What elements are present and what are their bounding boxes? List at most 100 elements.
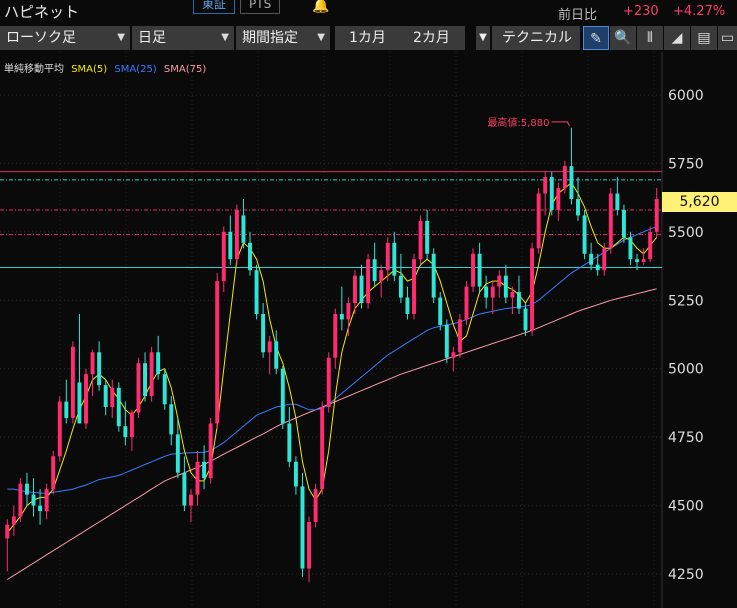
- candle-body: [5, 524, 10, 539]
- toolbar: ローソク足 ▼ 日足 ▼ 期間指定 ▼ 1カ月 2カ月 ▼ テクニカル ✎ 🔍 ⫴ ◢…: [0, 24, 737, 52]
- candle-body: [457, 319, 462, 353]
- candle-body: [221, 231, 226, 282]
- period-select[interactable]: 日足 ▼: [132, 26, 234, 50]
- sma25-line: [7, 225, 657, 494]
- change-label: 前日比: [558, 8, 598, 23]
- candle-body: [24, 483, 29, 495]
- candle-body: [123, 426, 128, 438]
- candle-body: [267, 341, 272, 353]
- candle-body: [241, 215, 246, 243]
- area-chart-icon[interactable]: ◢: [664, 26, 690, 50]
- zoom-icon[interactable]: 🔍: [610, 26, 636, 50]
- candle-body: [215, 281, 220, 424]
- candle-body: [261, 313, 266, 353]
- candle-body: [202, 461, 207, 479]
- candle-body: [628, 237, 633, 260]
- candle-body: [149, 352, 154, 397]
- candle-body: [497, 275, 502, 287]
- candle-body: [359, 275, 364, 304]
- candle-body: [503, 275, 508, 298]
- ma-legend: 単純移動平均 SMA(5) SMA(25) SMA(75): [4, 60, 210, 75]
- candle-body: [228, 231, 233, 260]
- legend-label: 単純移動平均: [4, 64, 64, 75]
- candle-body: [484, 286, 489, 298]
- chevron-down-icon: ▼: [221, 32, 229, 43]
- range-label: 期間指定: [242, 30, 298, 46]
- volume-icon[interactable]: ⫴: [637, 26, 663, 50]
- period-label: 日足: [138, 30, 166, 46]
- stock-title: ハピネット: [4, 3, 80, 21]
- last-price-badge: 5,620: [662, 192, 737, 212]
- candle-body: [543, 177, 548, 194]
- range-1m-button[interactable]: 1カ月: [335, 26, 401, 50]
- candle-body: [576, 199, 580, 216]
- market-tab-tse[interactable]: 東証: [193, 0, 236, 14]
- candle-body: [398, 275, 403, 298]
- candle-body: [326, 357, 331, 408]
- candle-body: [418, 220, 423, 260]
- change-value: +230: [623, 4, 659, 19]
- market-tab-pts[interactable]: PTS: [240, 0, 281, 14]
- y-tick-label: 5250: [668, 293, 704, 309]
- candle-body: [438, 297, 443, 325]
- bell-icon[interactable]: 🔔: [312, 0, 330, 14]
- candle-body: [431, 253, 436, 298]
- candle-body: [621, 209, 626, 238]
- candle-body: [64, 401, 69, 418]
- candle-body: [490, 286, 495, 298]
- folder-icon[interactable]: ▭: [718, 26, 737, 50]
- candle-body: [464, 286, 469, 320]
- y-tick-label: 6000: [668, 88, 704, 104]
- candle-body: [300, 486, 305, 569]
- candle-body: [641, 259, 646, 262]
- save-icon[interactable]: ▤: [691, 26, 717, 50]
- candlestick-chart[interactable]: 6000 5750 5500 5250 5000 4750 4500 4250 最高値:5,88…: [0, 52, 737, 608]
- candle-body: [195, 461, 200, 495]
- candle-body: [477, 253, 482, 287]
- candle-body: [471, 253, 476, 287]
- legend-sma5: SMA(5): [71, 64, 108, 75]
- candle-body: [320, 407, 325, 490]
- candle-body: [385, 242, 390, 271]
- candle-body: [280, 368, 285, 424]
- candle-body: [274, 341, 279, 369]
- chevron-down-icon: ▼: [117, 32, 125, 43]
- candle-body: [156, 352, 161, 375]
- candle-body: [346, 303, 351, 320]
- candle-body: [615, 193, 620, 210]
- high-annotation: 最高値:5,880: [487, 116, 549, 129]
- pencil-icon[interactable]: ✎: [583, 26, 609, 50]
- candle-body: [97, 352, 102, 386]
- candle-body: [208, 423, 213, 479]
- candle-body: [182, 472, 187, 506]
- candle-body: [169, 404, 174, 435]
- candle-body: [602, 248, 607, 271]
- range-more-button[interactable]: ▼: [476, 26, 490, 50]
- range-2m-button[interactable]: 2カ月: [401, 26, 465, 50]
- chevron-down-icon: ▼: [317, 32, 325, 43]
- candle-body: [57, 401, 62, 457]
- candle-body: [379, 270, 384, 282]
- candle-body: [18, 483, 23, 517]
- candle-body: [248, 242, 252, 271]
- candle-body: [444, 324, 449, 358]
- chart-type-select[interactable]: ローソク足 ▼: [0, 26, 130, 50]
- candle-body: [589, 253, 594, 265]
- y-tick-label: 4250: [668, 567, 704, 583]
- change-percent: +4.27%: [673, 4, 726, 19]
- candle-body: [90, 352, 95, 375]
- candle-body: [648, 231, 653, 260]
- candle-body: [562, 166, 567, 189]
- candle-body: [84, 374, 88, 424]
- candle-body: [313, 489, 318, 522]
- candle-body: [162, 374, 167, 405]
- candle-body: [307, 521, 312, 569]
- technical-button[interactable]: テクニカル: [492, 26, 580, 50]
- candle-body: [143, 363, 148, 397]
- legend-sma25: SMA(25): [114, 64, 157, 75]
- range-select[interactable]: 期間指定 ▼: [236, 26, 330, 50]
- candle-body: [44, 489, 49, 512]
- candle-body: [51, 456, 56, 490]
- candle-body: [549, 177, 554, 210]
- y-tick-label: 5750: [668, 156, 704, 172]
